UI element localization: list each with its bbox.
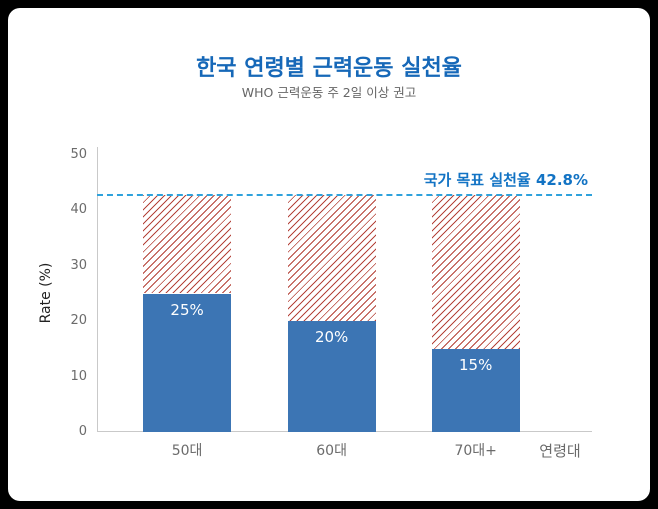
y-tick-label: 50	[70, 147, 87, 162]
y-tick-label: 0	[78, 424, 87, 439]
target-label: 국가 목표 실천율 42.8%	[423, 170, 588, 189]
y-axis-line	[97, 147, 98, 432]
bar: 15%	[431, 348, 520, 432]
plot-area: 국가 목표 실천율 42.8% 25% 20% 15% 0 10 20 30 40 50 50…	[70, 147, 592, 460]
bar-value-label: 20%	[314, 328, 349, 347]
bar-value-label: 25%	[170, 300, 204, 319]
target-dashed-line	[97, 193, 592, 196]
x-axis-label: 연령대	[539, 442, 581, 460]
y-axis-label: Rate (%)	[38, 262, 54, 324]
x-tick-label: 50대	[171, 443, 203, 459]
gap-to-target-hatch	[287, 194, 376, 322]
chart-title: 한국 연령별 근력운동 실천율	[196, 56, 462, 81]
y-tick-label: 30	[70, 257, 87, 273]
y-tick-label: 40	[70, 202, 87, 218]
y-tick-label: 20	[70, 313, 87, 329]
gap-to-target-hatch	[143, 194, 232, 294]
x-tick-label: 70대+	[454, 443, 497, 459]
bar: 20%	[287, 321, 376, 432]
chart-card: 한국 연령별 근력운동 실천율 WHO 근력운동 주 2일 이상 권고 Rate…	[8, 8, 650, 501]
bar-value-label: 15%	[459, 355, 493, 374]
x-tick-label: 60대	[316, 443, 347, 459]
bar: 25%	[143, 293, 232, 432]
chart-subtitle: WHO 근력운동 주 2일 이상 권고	[241, 85, 417, 100]
y-tick-label: 10	[70, 368, 87, 384]
gap-to-target-hatch	[431, 194, 520, 349]
